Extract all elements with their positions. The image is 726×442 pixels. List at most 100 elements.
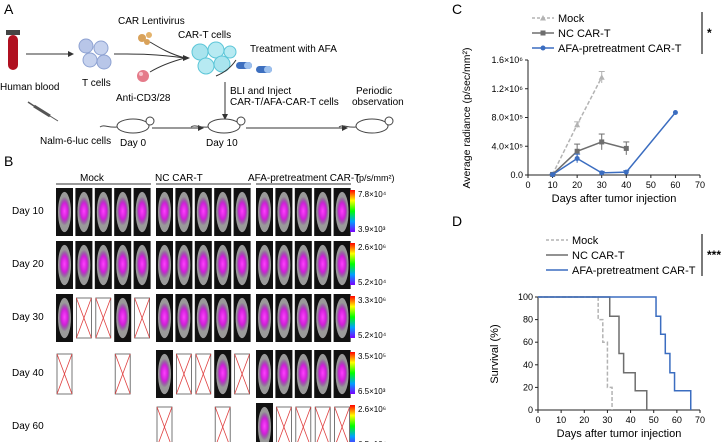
significance-mark: * — [707, 26, 712, 40]
imaging-day-label: Day 40 — [12, 368, 44, 379]
color-scale-min: 5.2×10⁴ — [358, 278, 387, 287]
bli-mouse-image — [294, 241, 312, 289]
car-t-cells-label: CAR-T cells — [178, 30, 231, 41]
bli-mouse-image — [256, 188, 273, 236]
x-tick-label: 70 — [695, 415, 705, 425]
y-tick-label: 0 — [528, 405, 533, 415]
deceased-mouse-placeholder — [334, 406, 351, 442]
x-tick-label: 60 — [672, 415, 682, 425]
group-header-1: NC CAR-T — [155, 173, 203, 184]
legend-label: Mock — [572, 235, 599, 247]
imaging-day-label: Day 10 — [12, 206, 44, 217]
y-tick-label: 4.0×10⁵ — [491, 141, 523, 151]
x-axis-title: Days after tumor injection — [557, 428, 682, 440]
bli-mouse-image — [333, 350, 351, 398]
x-tick-label: 40 — [626, 415, 636, 425]
deceased-mouse-placeholder — [114, 353, 131, 395]
color-scale-min: 5.2×10⁴ — [358, 331, 387, 340]
x-tick-label: 20 — [579, 415, 589, 425]
deceased-mouse-placeholder — [195, 353, 212, 395]
bli-mouse-image — [333, 294, 351, 342]
color-scale-bar — [350, 405, 355, 442]
group-header-0: Mock — [80, 173, 105, 184]
day10-label: Day 10 — [206, 138, 238, 149]
x-tick-label: 50 — [649, 415, 659, 425]
bli-mouse-image — [194, 188, 212, 236]
x-tick-label: 50 — [646, 180, 656, 190]
imaging-day-label: Day 30 — [12, 312, 44, 323]
deceased-mouse-placeholder — [295, 406, 312, 442]
bli-mouse-image — [214, 350, 232, 398]
bli-mouse-image — [114, 188, 132, 236]
color-scale-bar — [350, 296, 355, 338]
imaging-unit-label: (p/s/mm²) — [356, 173, 395, 183]
deceased-mouse-placeholder — [275, 406, 292, 442]
y-tick-label: 40 — [523, 360, 533, 370]
panel-label-b: B — [4, 153, 13, 169]
mouse-icon-day0 — [99, 116, 155, 134]
data-point — [574, 121, 581, 128]
bli-mouse-image — [214, 188, 232, 236]
car-lentivirus-label: CAR Lentivirus — [118, 16, 185, 27]
bli-mouse-image — [314, 294, 332, 342]
deceased-mouse-placeholder — [314, 406, 331, 442]
bli-mouse-image — [275, 350, 293, 398]
survival-curve-0 — [538, 296, 613, 410]
bli-mouse-image — [314, 188, 332, 236]
x-tick-label: 20 — [572, 180, 582, 190]
survival-curve-2 — [538, 296, 692, 410]
color-scale-max: 2.6×10⁶ — [358, 405, 386, 414]
bli-mouse-image — [175, 294, 193, 342]
x-axis-title: Days after tumor injection — [552, 193, 677, 205]
panel-c: C 0 10 20 30 40 50 60 70 0.0 4.0×10⁵ 8.0×10⁵ 1.2×10… — [452, 1, 712, 205]
x-tick-label: 30 — [597, 180, 607, 190]
t-cells-label: T cells — [82, 78, 111, 89]
color-scale-max: 7.8×10⁴ — [358, 190, 387, 199]
bli-mouse-image — [156, 241, 173, 289]
color-scale-bar — [350, 190, 355, 232]
data-point — [672, 109, 678, 115]
data-point — [623, 169, 629, 175]
data-point — [598, 74, 605, 80]
bli-mouse-image — [294, 188, 312, 236]
imaging-day-label: Day 60 — [12, 421, 44, 432]
y-tick-label: 8.0×10⁵ — [491, 113, 523, 123]
data-point — [623, 145, 629, 151]
bli-mouse-image — [156, 188, 173, 236]
color-scale-max: 3.5×10⁵ — [358, 352, 386, 361]
imaging-day-label: Day 20 — [12, 259, 44, 270]
deceased-mouse-placeholder — [134, 297, 151, 339]
deceased-mouse-placeholder — [175, 353, 192, 395]
legend-label: Mock — [558, 13, 585, 25]
legend-marker — [540, 45, 546, 51]
data-point — [574, 155, 580, 161]
x-tick-label: 70 — [695, 180, 705, 190]
day0-label: Day 0 — [120, 138, 147, 149]
panel-label-a: A — [4, 1, 14, 17]
anti-cd3-28-label: Anti-CD3/28 — [116, 93, 171, 104]
series-line-1 — [552, 141, 627, 175]
human-blood-label: Human blood — [0, 82, 59, 93]
bli-mouse-image — [233, 294, 251, 342]
panel-a: A Human blood T cells CAR Lentivirus — [0, 1, 404, 149]
data-point — [599, 139, 605, 145]
bli-mouse-image — [333, 241, 351, 289]
legend-label: NC CAR-T — [572, 250, 625, 262]
deceased-mouse-placeholder — [76, 297, 92, 339]
deceased-mouse-placeholder — [56, 353, 73, 395]
legend-label: AFA-pretreatment CAR-T — [572, 265, 696, 277]
bli-mouse-image — [133, 188, 151, 236]
legend-marker — [540, 15, 546, 21]
bli-label-line2: CAR-T/AFA-CAR-T cells — [230, 97, 339, 108]
x-tick-label: 40 — [621, 180, 631, 190]
bli-mouse-image — [194, 294, 212, 342]
y-axis-title: Survival (%) — [489, 324, 501, 383]
bli-mouse-image — [233, 241, 251, 289]
bli-mouse-image — [256, 241, 273, 289]
legend-marker — [540, 30, 546, 36]
group-header-2: AFA-pretreatment CAR-T — [248, 173, 360, 184]
x-tick-label: 60 — [670, 180, 680, 190]
bli-mouse-image — [256, 350, 273, 398]
treatment-afa-label: Treatment with AFA — [250, 44, 337, 55]
bli-mouse-image — [233, 188, 251, 236]
